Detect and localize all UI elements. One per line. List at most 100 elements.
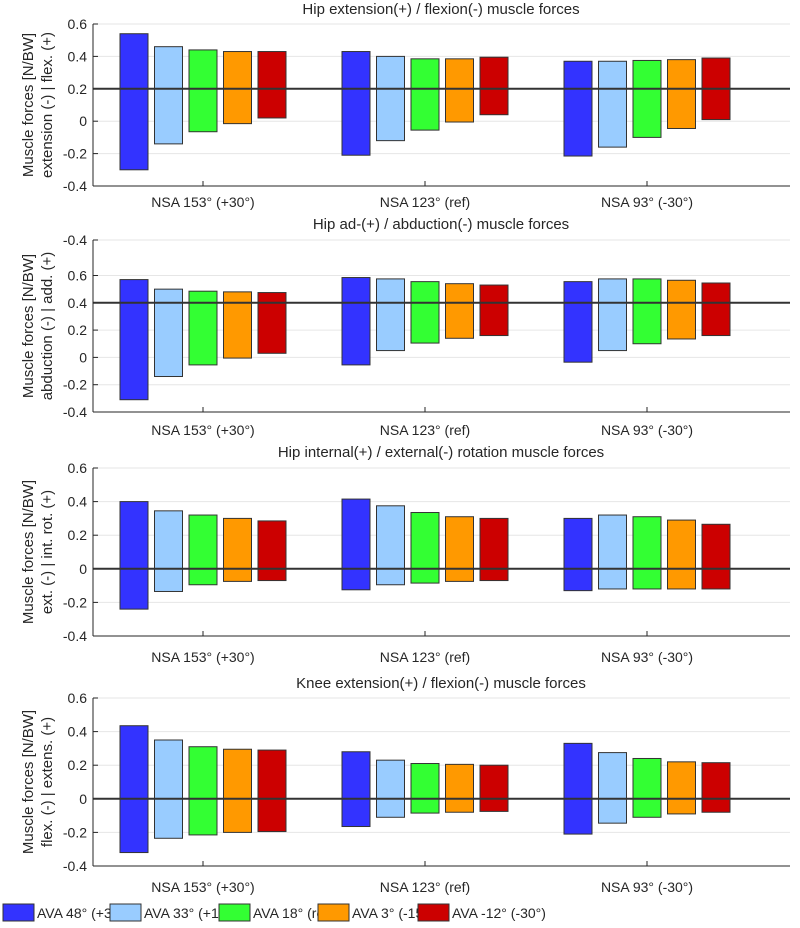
bar	[479, 56, 509, 116]
bar	[667, 519, 696, 590]
bar	[376, 505, 405, 586]
bar	[223, 51, 252, 125]
subplot-title: Hip internal(+) / external(-) rotation m…	[278, 444, 604, 461]
bar	[632, 59, 662, 138]
legend-swatch	[417, 903, 450, 922]
y-tick-label: -0.4	[63, 178, 87, 194]
y-tick-label: 0	[79, 791, 87, 807]
x-tick-label: NSA 153° (+30°)	[151, 422, 254, 438]
y-tick-label: -0.2	[63, 146, 87, 162]
legend: AVA 48° (+30°) AVA 33° (+15°) AVA 18° (ref…	[2, 903, 546, 922]
subplot-2: -0.4 0.6 0.4 0.2 0 -0.2 -0.4 NSA 153° (+30°) NSA…	[20, 216, 790, 438]
y-tick-label: 0.2	[68, 527, 88, 543]
bar	[376, 55, 405, 142]
bar	[154, 739, 183, 839]
bar	[410, 763, 440, 814]
bar	[341, 277, 371, 366]
bar	[223, 748, 252, 833]
bar	[257, 749, 287, 833]
y-tick-label: 0.4	[68, 494, 88, 510]
subplot-title: Hip extension(+) / flexion(-) muscle for…	[302, 1, 579, 18]
y-axis-label: Muscle forces [N/BW]	[20, 33, 37, 177]
subplot-3: 0.6 0.4 0.2 0 -0.2 -0.4 NSA 153° (+30°) NSA 123…	[20, 444, 790, 665]
y-axis-label: flex. (-) | extens. (+)	[39, 717, 56, 847]
bar	[257, 51, 287, 119]
subplot-title: Knee extension(+) / flexion(-) muscle fo…	[296, 675, 586, 692]
x-tick-label: NSA 153° (+30°)	[151, 879, 254, 895]
y-tick-label: 0.2	[68, 757, 88, 773]
x-tick-label: NSA 93° (-30°)	[601, 879, 693, 895]
bar	[598, 278, 627, 352]
bar	[563, 517, 593, 592]
bar	[479, 284, 509, 337]
bar	[410, 281, 440, 344]
y-tick-label: 0.6	[68, 460, 88, 476]
y-tick-label: 0.4	[68, 724, 88, 740]
bar	[341, 751, 371, 828]
bar	[445, 516, 474, 582]
bar	[119, 279, 149, 401]
x-tick-label: NSA 93° (-30°)	[601, 194, 693, 210]
y-tick-label: -0.4	[63, 232, 87, 248]
bar	[341, 51, 371, 156]
y-tick-label: 0.6	[68, 267, 88, 283]
x-tick-label: NSA 93° (-30°)	[601, 422, 693, 438]
bar	[667, 59, 696, 129]
bar	[188, 746, 218, 836]
bar	[667, 279, 696, 340]
y-tick-label: 0	[79, 349, 87, 365]
bar	[376, 278, 405, 352]
bar	[632, 516, 662, 590]
x-tick-label: NSA 153° (+30°)	[151, 194, 254, 210]
bar	[598, 514, 627, 590]
legend-label: AVA 3° (-15°)	[352, 905, 433, 921]
y-tick-label: 0.4	[68, 48, 88, 64]
legend-swatch	[109, 903, 142, 922]
bar	[154, 46, 183, 145]
subplot-4: 0.6 0.4 0.2 0 -0.2 -0.4 NSA 153° (+30°) NSA 123…	[20, 675, 790, 895]
y-tick-label: 0	[79, 561, 87, 577]
bar	[119, 33, 149, 171]
bar	[563, 60, 593, 157]
bar	[598, 752, 627, 824]
y-tick-label: -0.2	[63, 377, 87, 393]
bar	[563, 281, 593, 363]
y-tick-label: 0.2	[68, 81, 88, 97]
bar	[119, 501, 149, 610]
legend-label: AVA 33° (+15°)	[144, 905, 237, 921]
bar	[341, 498, 371, 591]
subplot-1: 0.6 0.4 0.2 0 -0.2 -0.4 NSA 153° (+30°) NSA 123…	[20, 1, 790, 210]
bar	[632, 278, 662, 345]
bar	[376, 759, 405, 818]
bar	[701, 523, 731, 590]
y-axis-label: abduction (-) | add. (+)	[39, 252, 56, 401]
y-tick-label: -0.2	[63, 824, 87, 840]
x-tick-label: NSA 123° (ref)	[380, 422, 470, 438]
bar	[598, 60, 627, 148]
bar	[257, 520, 287, 582]
legend-swatch	[218, 903, 251, 922]
y-axis-label: ext. (-) | int. rot. (+)	[39, 490, 56, 614]
bar	[119, 725, 149, 854]
y-tick-label: -0.4	[63, 404, 87, 420]
y-axis-label: Muscle forces [N/BW]	[20, 480, 37, 624]
y-tick-label: 0.6	[68, 690, 88, 706]
bar	[445, 58, 474, 123]
x-tick-label: NSA 123° (ref)	[380, 649, 470, 665]
bar	[563, 742, 593, 835]
bar	[188, 49, 218, 133]
bar	[257, 292, 287, 354]
y-tick-label: 0.6	[68, 16, 88, 32]
bar	[223, 517, 252, 582]
y-tick-label: 0.2	[68, 322, 88, 338]
legend-label: AVA 48° (+30°)	[37, 905, 130, 921]
bar	[479, 517, 509, 582]
bar	[410, 512, 440, 584]
bar	[154, 510, 183, 592]
bar	[479, 764, 509, 812]
x-tick-label: NSA 153° (+30°)	[151, 649, 254, 665]
bar	[701, 282, 731, 337]
x-tick-label: NSA 123° (ref)	[380, 879, 470, 895]
bar	[188, 514, 218, 586]
